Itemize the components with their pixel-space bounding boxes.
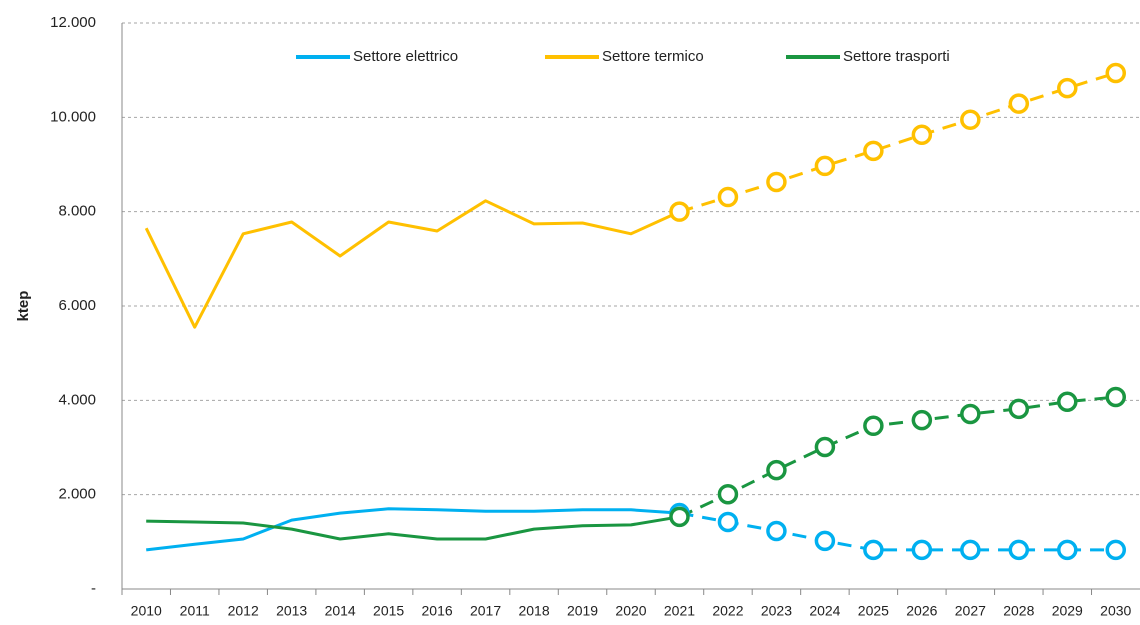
marker — [766, 171, 787, 193]
line — [146, 507, 680, 552]
marker — [863, 415, 884, 437]
marker — [1105, 62, 1127, 84]
marker — [766, 459, 787, 481]
y-tick-label: - — [91, 580, 96, 597]
x-tick-label: 2022 — [712, 603, 743, 619]
line — [146, 515, 680, 541]
y-tick-label: 2.000 — [58, 486, 96, 503]
y-tick-label: 4.000 — [58, 391, 96, 408]
marker — [1057, 539, 1078, 561]
marker — [960, 109, 981, 130]
marker — [814, 155, 836, 177]
marker — [1105, 539, 1127, 561]
marker — [911, 124, 933, 146]
x-tick-label: 2018 — [518, 603, 549, 619]
marker — [1008, 539, 1030, 561]
marker — [717, 186, 739, 208]
x-tick-label: 2026 — [906, 603, 937, 619]
legend-label: Settore elettrico — [353, 48, 458, 65]
x-tick-label: 2023 — [761, 603, 792, 619]
marker — [814, 530, 836, 552]
projection-line — [679, 71, 1117, 214]
marker — [863, 539, 884, 561]
x-tick-label: 2017 — [470, 603, 501, 619]
x-tick-label: 2027 — [955, 603, 986, 619]
x-tick-label: 2029 — [1052, 603, 1083, 619]
x-tick-label: 2016 — [422, 603, 453, 619]
x-tick-label: 2021 — [664, 603, 695, 619]
x-tick-label: 2019 — [567, 603, 598, 619]
x-tick-label: 2030 — [1100, 603, 1131, 619]
marker — [863, 140, 884, 162]
projection-line — [679, 511, 1116, 552]
marker — [911, 409, 933, 431]
marker — [911, 539, 933, 561]
y-tick-label: 6.000 — [58, 297, 96, 314]
y-tick-label: 10.000 — [50, 108, 96, 125]
x-tick-label: 2028 — [1003, 603, 1034, 619]
marker — [717, 483, 739, 505]
marker — [717, 511, 739, 533]
legend-label: Settore trasporti — [843, 48, 950, 65]
marker — [669, 506, 690, 528]
x-tick-label: 2012 — [228, 603, 259, 619]
x-tick-label: 2015 — [373, 603, 404, 619]
x-tick-label: 2013 — [276, 603, 307, 619]
marker — [1105, 386, 1127, 408]
marker — [1057, 391, 1078, 412]
x-tick-label: 2025 — [858, 603, 889, 619]
x-tick-label: 2011 — [180, 603, 210, 619]
legend-label: Settore termico — [602, 48, 704, 65]
x-tick-label: 2024 — [809, 603, 840, 619]
marker — [1008, 93, 1030, 114]
y-axis-label: ktep — [15, 291, 32, 322]
marker — [766, 520, 787, 542]
projection-line — [678, 395, 1116, 519]
marker — [1008, 398, 1030, 420]
marker — [960, 403, 981, 425]
marker — [1057, 77, 1078, 99]
marker — [960, 539, 981, 561]
x-tick-label: 2014 — [325, 603, 356, 619]
marker — [669, 201, 690, 222]
marker — [814, 436, 836, 458]
y-tick-label: 8.000 — [58, 203, 96, 220]
x-tick-label: 2020 — [615, 603, 646, 619]
x-tick-label: 2010 — [131, 603, 162, 619]
y-tick-label: 12.000 — [50, 14, 96, 31]
line — [144, 199, 681, 329]
